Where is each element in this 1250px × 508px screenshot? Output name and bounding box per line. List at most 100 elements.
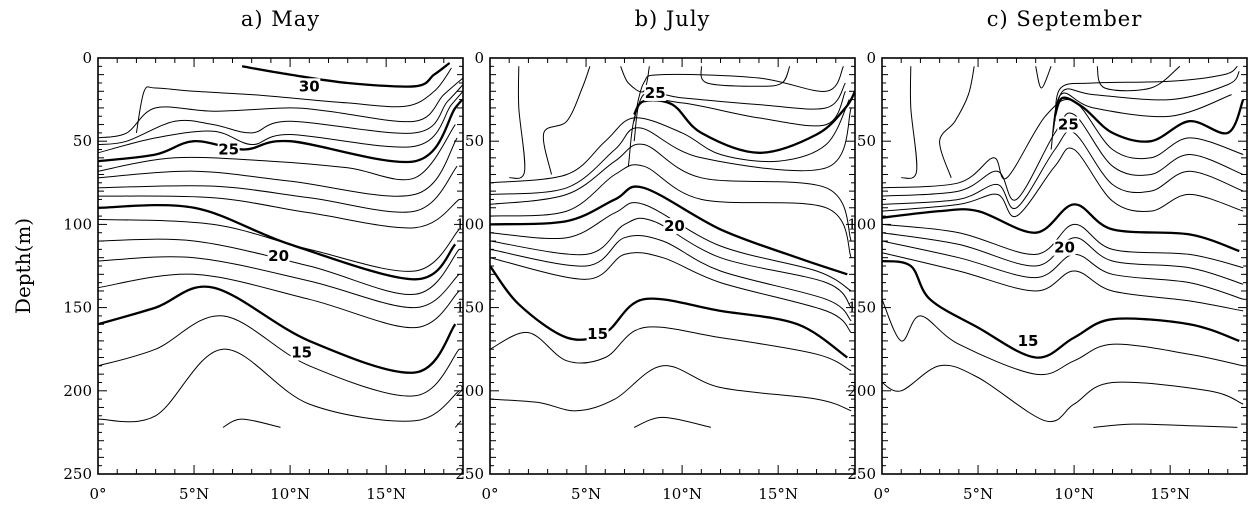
isotherm-20 — [882, 203, 1240, 253]
contour-label: 15 — [587, 325, 608, 343]
y-tick-label: 150 — [63, 299, 92, 317]
contour-label-knockout — [663, 218, 686, 235]
x-tick-label: 15°N — [758, 485, 798, 503]
isotherm-18 — [98, 238, 460, 295]
plot-frame — [97, 57, 464, 475]
x-tick-label: 5°N — [179, 485, 209, 503]
y-tick-label: 200 — [63, 382, 92, 400]
isotherm-25 — [1053, 96, 1245, 143]
isotherm-20 — [98, 203, 457, 281]
isotherm-22 — [490, 143, 852, 242]
isotherm-12 — [1093, 423, 1238, 428]
isotherm-14 — [882, 299, 1244, 376]
isotherm-24 — [882, 98, 1244, 189]
contour-label-knockout — [217, 141, 240, 158]
isotherm-29 — [542, 66, 591, 175]
isotherm-19 — [98, 218, 460, 272]
contour-label: 30 — [299, 77, 320, 95]
isotherm-18 — [490, 217, 852, 308]
isotherm-24 — [98, 124, 456, 181]
isotherm-group — [490, 66, 855, 428]
isotherm-15 — [490, 265, 848, 359]
panel-title: c) September — [987, 7, 1143, 31]
isotherm-14 — [98, 315, 460, 397]
y-tick-label: 250 — [63, 465, 92, 483]
isotherm-20 — [490, 185, 848, 276]
isotherm-group — [98, 62, 463, 428]
x-tick-label: 10°N — [270, 485, 310, 503]
isotherm-16 — [490, 252, 852, 333]
y-tick-label: 250 — [455, 465, 484, 483]
isotherm-23 — [490, 107, 852, 195]
isotherm-29 — [1035, 66, 1052, 89]
y-tick-label: 100 — [455, 215, 484, 233]
contour-label: 20 — [1054, 239, 1075, 257]
contour-label: 15 — [291, 344, 312, 362]
x-tick-label: 0° — [873, 485, 890, 503]
contour-label: 20 — [268, 247, 289, 265]
isotherm-16 — [882, 252, 1244, 312]
axis-ticks — [489, 57, 856, 475]
isotherm-24 — [490, 99, 850, 184]
isotherm-26 — [98, 90, 463, 154]
isotherm-27 — [633, 82, 846, 142]
x-tick-label: 0° — [481, 485, 498, 503]
contour-label: 20 — [664, 217, 685, 235]
contour-label: 15 — [1018, 332, 1039, 350]
y-tick-label: 150 — [847, 299, 876, 317]
isotherm-14 — [490, 326, 852, 372]
x-tick-label: 15°N — [1150, 485, 1190, 503]
isotherm-30 — [241, 62, 451, 88]
isotherm-29 — [135, 67, 452, 133]
y-tick-label: 50 — [465, 132, 484, 150]
contour-label: 25 — [1058, 116, 1079, 134]
isotherm-21 — [490, 164, 852, 258]
isotherm-12 — [633, 416, 712, 428]
contour-label: 25 — [218, 141, 239, 159]
isotherm-19 — [490, 202, 852, 292]
isotherm-25 — [98, 98, 463, 164]
x-tick-label: 10°N — [1054, 485, 1094, 503]
isotherm-27 — [1052, 70, 1240, 134]
contour-label-knockout — [1053, 239, 1076, 256]
contour-label-knockout — [1017, 332, 1039, 349]
y-tick-label: 0 — [82, 49, 92, 67]
isotherm-19 — [882, 223, 1244, 269]
isotherm-12 — [222, 418, 281, 428]
x-tick-label: 5°N — [963, 485, 993, 503]
isotherm-17 — [490, 234, 852, 322]
panel-title: b) July — [635, 7, 711, 31]
isotherm-17 — [98, 256, 460, 309]
isotherm-28 — [98, 77, 463, 139]
panel-title: a) May — [241, 7, 320, 31]
axis-ticks — [881, 57, 1248, 475]
isotherm-22 — [882, 130, 1244, 210]
contour-label-knockout — [290, 344, 313, 361]
isotherm-29 — [901, 66, 918, 179]
y-axis-label: Depth(m) — [11, 218, 35, 314]
y-tick-label: 50 — [857, 132, 876, 150]
isotherm-29 — [700, 66, 791, 87]
isotherm-15 — [98, 285, 457, 374]
isotherm-13 — [490, 365, 852, 412]
y-tick-label: 100 — [63, 215, 92, 233]
x-tick-label: 5°N — [571, 485, 601, 503]
y-tick-label: 250 — [847, 465, 876, 483]
isotherm-29 — [509, 66, 526, 179]
isotherm-28 — [1054, 65, 1238, 122]
contour-label-knockout — [644, 84, 667, 101]
isotherm-18 — [882, 232, 1244, 285]
axis-ticks — [97, 57, 464, 475]
panel-1: a) May 30 25 20 15 0° 5°N 10°N 15°N 0 50 100 150 200 2… — [63, 7, 464, 503]
x-tick-label: 0° — [89, 485, 106, 503]
contour-label: 25 — [645, 84, 666, 102]
isotherm-22 — [98, 165, 458, 213]
isotherm-21 — [98, 195, 460, 229]
x-tick-label: 10°N — [662, 485, 702, 503]
panel-3: c) September 25 20 15 0° 5°N 10°N 15°N 0 50 100 150… — [847, 7, 1248, 503]
isotherm-27 — [98, 84, 463, 145]
panel-2: b) July 25 20 15 0° 5°N 10°N 15°N 0 50 100 150 200 25… — [455, 7, 856, 503]
y-tick-label: 50 — [73, 132, 92, 150]
y-tick-label: 100 — [847, 215, 876, 233]
